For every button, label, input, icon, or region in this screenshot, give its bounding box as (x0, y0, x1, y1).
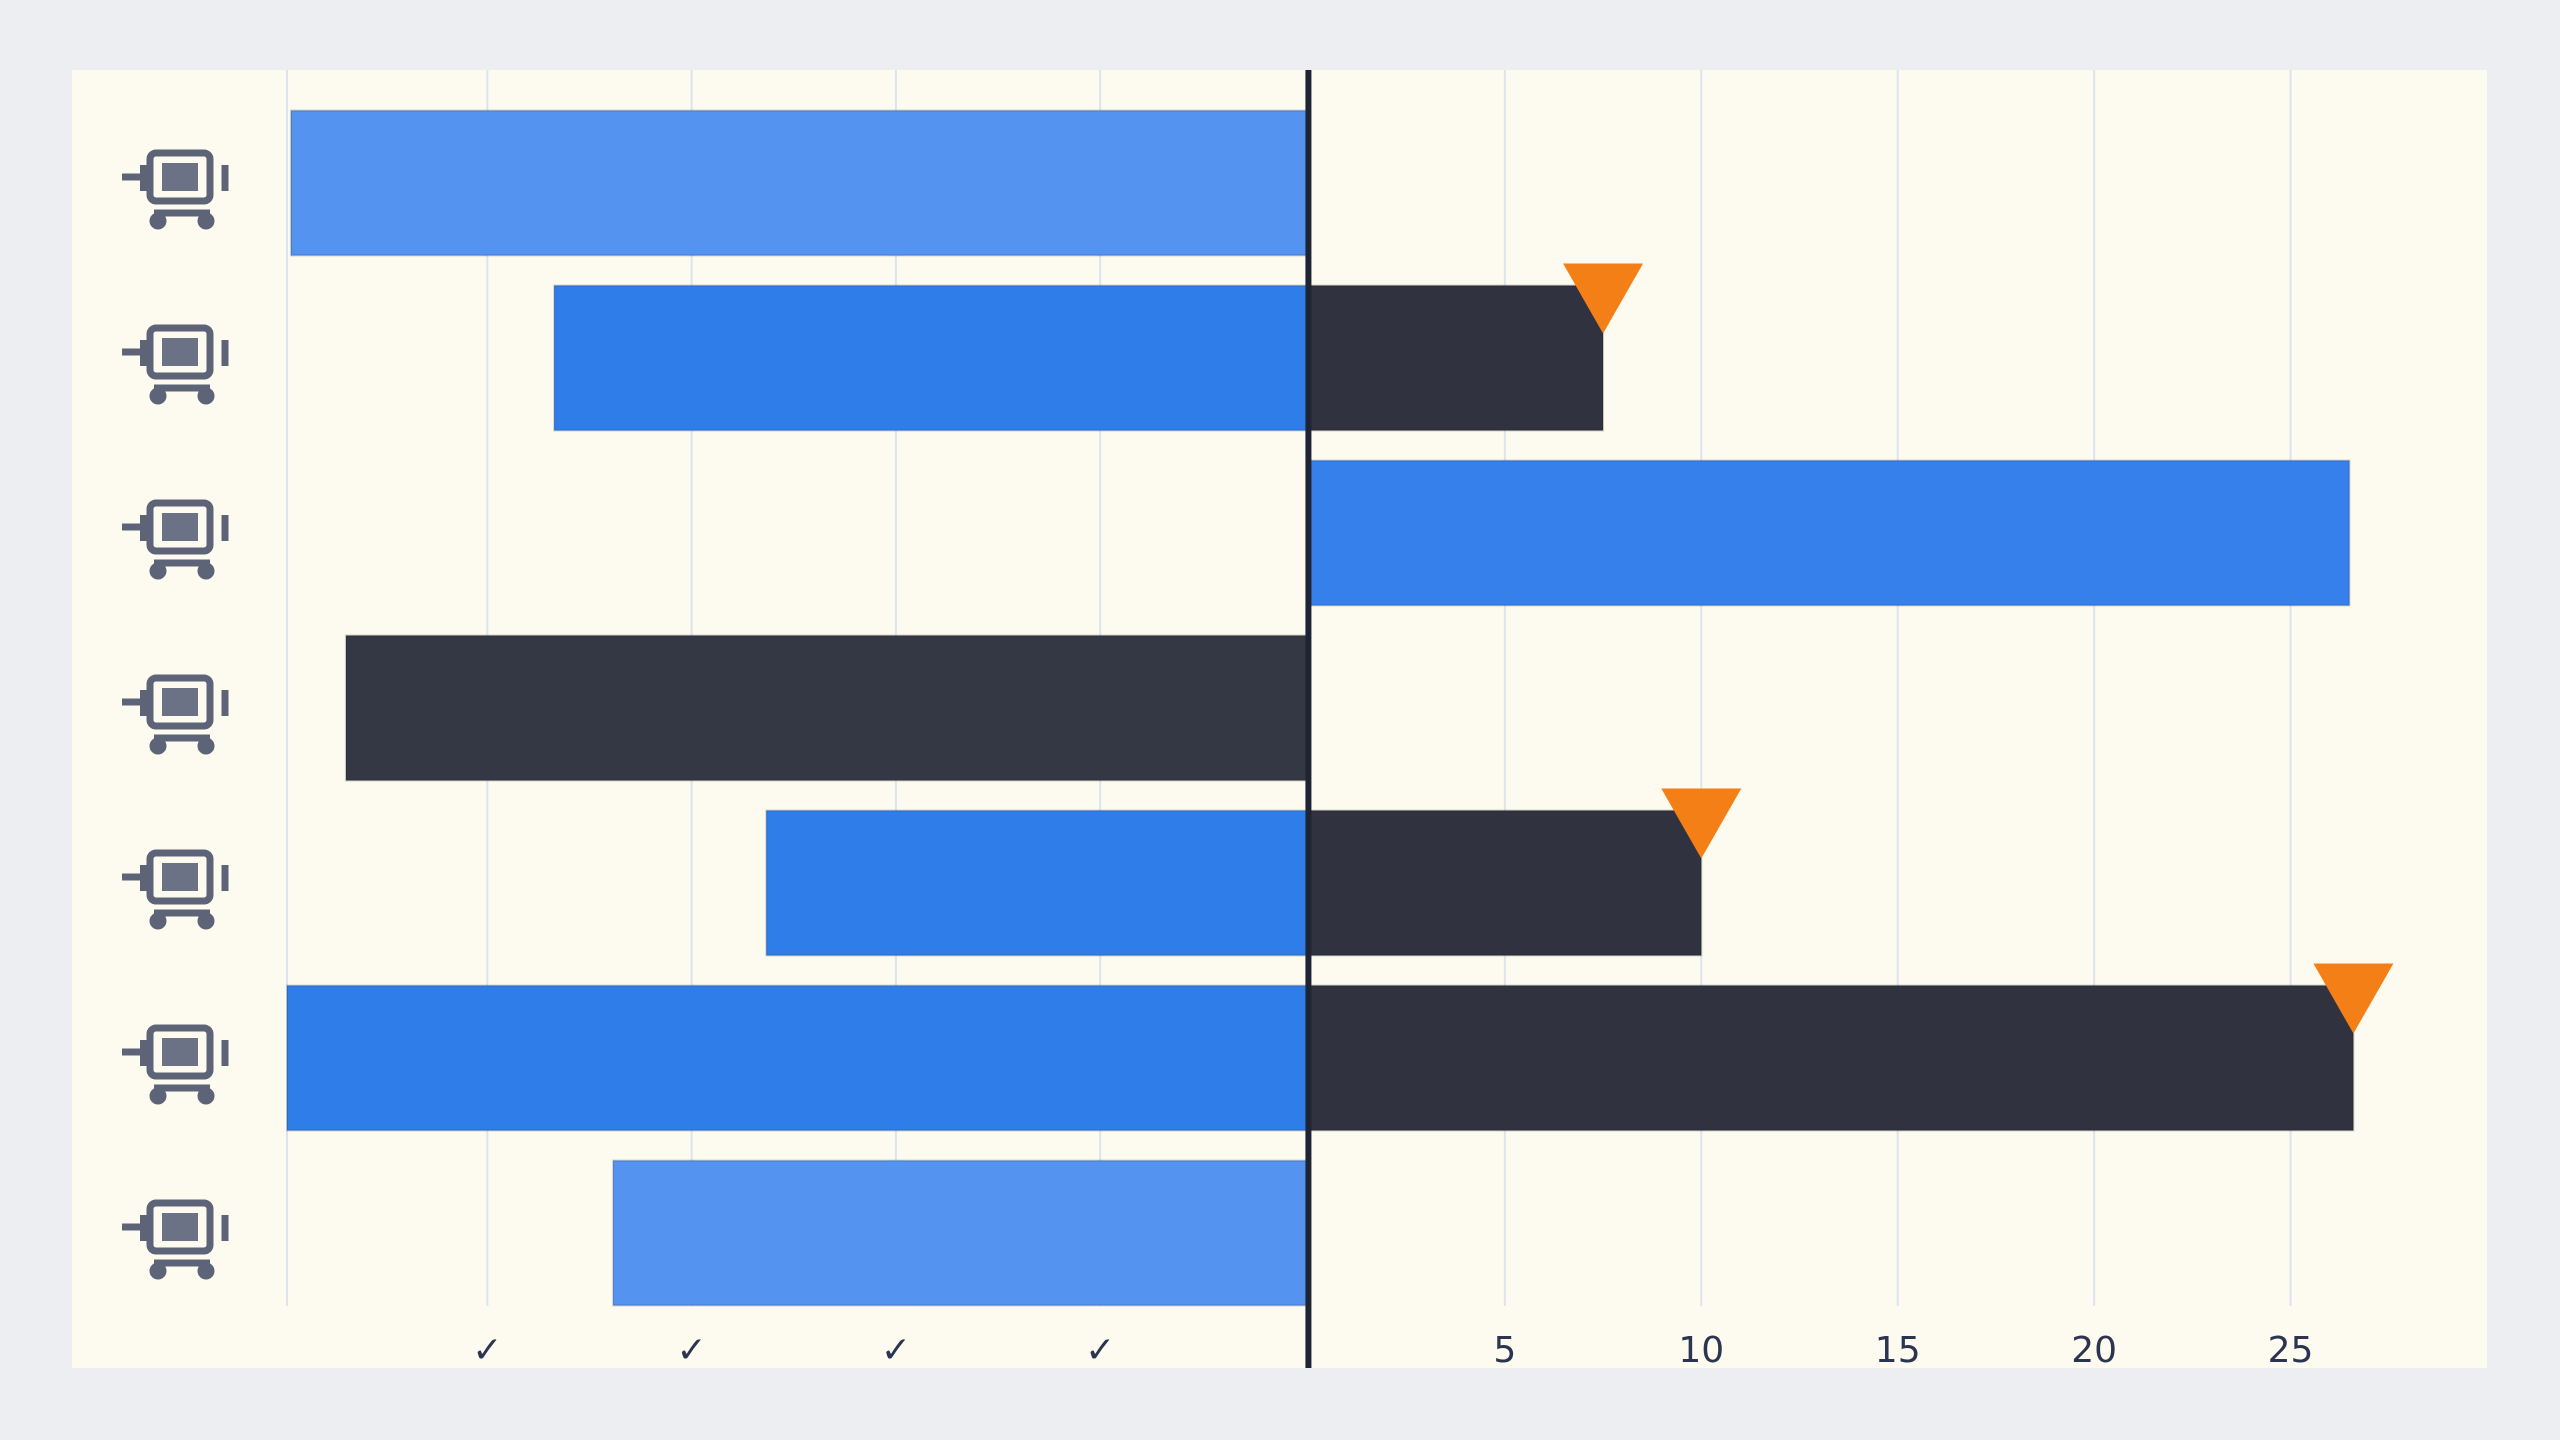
icon-wheel (197, 912, 215, 930)
icon-screen (146, 674, 214, 730)
category-icon (122, 674, 229, 755)
x-tick-label: ✓ (881, 1330, 911, 1371)
icon-wheel (197, 387, 215, 405)
icon-wheel (197, 737, 215, 755)
bar (612, 1159, 1310, 1307)
icon-screen (146, 1024, 214, 1080)
x-tick-label: 25 (2268, 1330, 2314, 1371)
icon-side (140, 690, 148, 716)
icon-wheel (149, 912, 167, 930)
icon-screen-inner (162, 863, 198, 891)
icon-screen-inner (162, 1038, 198, 1066)
icon-side (140, 165, 148, 191)
category-icon (122, 1024, 229, 1105)
bar (1307, 459, 2351, 607)
icon-wheel (149, 1087, 167, 1105)
icon-side (140, 865, 148, 891)
x-tick-label: 5 (1493, 1330, 1516, 1371)
icon-screen (146, 149, 214, 205)
icon-screen-inner (162, 338, 198, 366)
bar (1307, 809, 1703, 957)
icon-side (140, 340, 148, 366)
icon-wheel (149, 212, 167, 230)
bar (344, 634, 1310, 782)
bar (1307, 984, 2355, 1132)
bar (553, 284, 1310, 432)
icon-screen (146, 1199, 214, 1255)
icon-screen-inner (162, 688, 198, 716)
icon-side (140, 1215, 148, 1241)
icon-side (140, 1040, 148, 1066)
bar (765, 809, 1310, 957)
icon-screen-inner (162, 513, 198, 541)
icon-side (140, 515, 148, 541)
category-icon (122, 849, 229, 930)
icon-wheel (197, 562, 215, 580)
x-tick-label: ✓ (472, 1330, 502, 1371)
bar (286, 984, 1310, 1132)
target-marker (2313, 963, 2394, 1034)
icon-screen (146, 849, 214, 905)
icon-screen-inner (162, 1213, 198, 1241)
x-tick-label: 20 (2071, 1330, 2117, 1371)
category-icon (122, 499, 229, 580)
bar (289, 109, 1310, 257)
icon-wheel (149, 1262, 167, 1280)
icon-screen-inner (162, 163, 198, 191)
x-tick-label: 15 (1875, 1330, 1921, 1371)
icon-wheel (197, 1087, 215, 1105)
category-icon (122, 149, 229, 230)
x-tick-label: ✓ (677, 1330, 707, 1371)
icon-wheel (197, 212, 215, 230)
icon-screen (146, 324, 214, 380)
x-tick-label: ✓ (1085, 1330, 1115, 1371)
icon-wheel (149, 737, 167, 755)
icon-screen (146, 499, 214, 555)
target-marker (1563, 263, 1644, 334)
category-icon (122, 324, 229, 405)
x-tick-label: 10 (1678, 1330, 1724, 1371)
category-icon (122, 1199, 229, 1280)
icon-wheel (197, 1262, 215, 1280)
icon-wheel (149, 562, 167, 580)
icon-wheel (149, 387, 167, 405)
target-marker (1661, 788, 1742, 859)
bar (1307, 284, 1605, 432)
